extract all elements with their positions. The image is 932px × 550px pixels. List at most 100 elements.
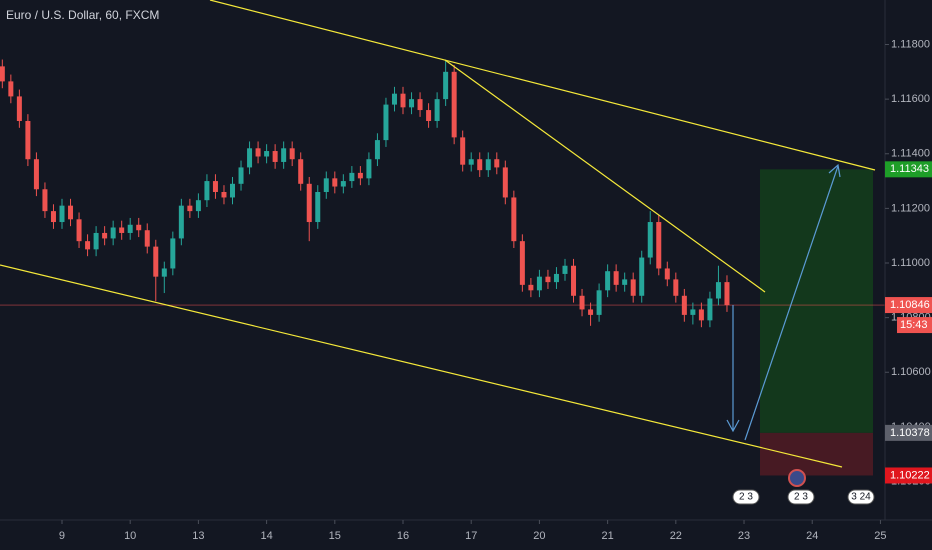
candle-body	[434, 99, 440, 121]
candle-body	[596, 290, 602, 315]
candle-body	[76, 219, 82, 242]
candle-body	[528, 284, 534, 291]
candle-body	[494, 159, 500, 168]
profit-zone	[760, 169, 873, 433]
event-icon[interactable]	[788, 469, 806, 487]
entry-label-box	[885, 424, 932, 441]
trend-line	[209, 0, 876, 171]
candle-body	[212, 181, 218, 192]
candle-body	[68, 205, 74, 220]
candle-body	[588, 309, 594, 315]
trend-line	[444, 59, 766, 293]
x-tick-label: 9	[59, 530, 65, 542]
candle-body	[272, 151, 278, 162]
candle-body	[298, 159, 304, 184]
drawings	[0, 0, 876, 487]
candle-body	[161, 268, 167, 277]
event-badge	[847, 489, 875, 505]
candle-body	[366, 159, 372, 179]
candle-body	[93, 232, 99, 250]
candle-body	[400, 93, 406, 108]
candle-body	[391, 93, 397, 105]
candle-body	[553, 273, 559, 283]
candle-body	[153, 246, 159, 277]
axes: 1.11800 1.11600 1.11400 1.11200 1.11000 1.108…	[59, 38, 932, 542]
chart-title: Euro / U.S. Dollar, 60, FXCM	[6, 8, 159, 22]
candle-body	[681, 295, 687, 315]
countdown: 15:43	[900, 319, 928, 331]
y-tick-label: 1.11200	[891, 202, 930, 214]
candle-body	[85, 241, 91, 250]
target-label-box	[885, 161, 932, 178]
event-label: 3 24	[851, 492, 871, 503]
candle-body	[664, 268, 670, 280]
candle-body	[443, 71, 449, 100]
x-tick-label: 23	[738, 530, 750, 542]
candle-body	[50, 211, 56, 223]
candle-body	[323, 178, 329, 192]
candle-body	[289, 148, 295, 160]
candle-body	[545, 276, 551, 283]
candle-body	[656, 222, 662, 269]
candle-body	[255, 148, 261, 157]
candle-body	[715, 282, 721, 299]
event-badge	[732, 489, 760, 505]
plot-area: 2 3 2 3 3 24	[0, 59, 885, 505]
trend-line	[0, 264, 843, 468]
candle-body	[0, 66, 5, 82]
x-tick-label: 14	[260, 530, 272, 542]
loss-zone	[760, 432, 873, 476]
x-tick-label: 25	[874, 530, 886, 542]
x-tick-label: 17	[465, 530, 477, 542]
candle-body	[451, 71, 457, 138]
x-tick-label: 20	[533, 530, 545, 542]
candle-body	[417, 99, 423, 111]
countdown-box	[897, 317, 932, 334]
candle-body	[383, 104, 389, 141]
candle-body	[562, 265, 568, 274]
candle-body	[374, 140, 380, 160]
arrow-head	[828, 163, 841, 178]
y-tick-label: 1.10600	[891, 366, 931, 378]
candle-body	[178, 205, 184, 239]
candle-body	[698, 309, 704, 321]
candle-body	[127, 224, 133, 233]
y-tick-label: 1.11000	[891, 257, 930, 269]
target-label: 1.11343	[890, 163, 929, 175]
candle-body	[468, 159, 474, 165]
candle-body	[502, 167, 508, 198]
candle-body	[579, 295, 585, 310]
candle-body	[357, 172, 363, 179]
candle-body	[519, 241, 525, 285]
candle-body	[204, 181, 210, 201]
x-tick-label: 22	[670, 530, 682, 542]
candle-body	[110, 227, 116, 239]
price-axis	[885, 0, 932, 550]
candle-body	[511, 197, 517, 242]
x-tick-label: 24	[806, 530, 818, 542]
candle-body	[42, 189, 48, 212]
candle-body	[59, 205, 65, 223]
candle-body	[25, 120, 31, 160]
candle-body	[315, 191, 321, 223]
stop-label: 1.10222	[890, 469, 930, 481]
candle-body	[144, 230, 150, 247]
candle-body	[409, 99, 415, 108]
entry-label: 1.10378	[890, 427, 930, 439]
candle-body	[8, 81, 14, 97]
x-tick-label: 13	[192, 530, 204, 542]
candle-body	[647, 222, 653, 258]
y-tick-label: 1.11400	[891, 148, 930, 160]
candle-body	[170, 238, 176, 269]
candle-body	[264, 151, 270, 157]
candle-body	[707, 298, 713, 321]
candle-body	[639, 257, 645, 296]
candle-body	[281, 148, 287, 162]
candle-body	[460, 137, 466, 165]
candle-body	[102, 232, 108, 239]
x-tick-label: 16	[397, 530, 409, 542]
arrow-head	[726, 419, 740, 433]
candle-body	[536, 276, 542, 291]
candle-body	[306, 183, 312, 223]
